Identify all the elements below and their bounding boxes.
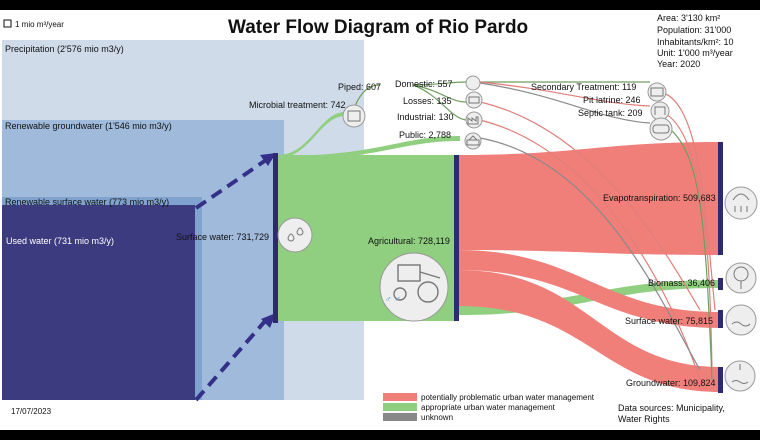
- river-icon: [725, 304, 757, 336]
- faucet-icon: [465, 91, 483, 109]
- flow-to-public: [278, 136, 460, 160]
- flow-diagram-svg: ♂ ♂: [2, 13, 758, 424]
- flow-to-microbial: [278, 112, 345, 158]
- label-precipitation: Precipitation (2'576 mio m3/y): [5, 44, 124, 54]
- legend-problematic: potentially problematic urban water mana…: [421, 393, 595, 402]
- legend-unknown: unknown: [421, 413, 453, 422]
- info-area: Area: 3'130 km²: [657, 13, 720, 23]
- legend-swatch-appropriate: [383, 403, 417, 411]
- label-secondary: Secondary Treatment: 119: [531, 82, 636, 92]
- node-bar-surface-out: [718, 310, 723, 328]
- arrow-head-bottom: [261, 313, 276, 328]
- node-bar-surface-water: [273, 153, 278, 323]
- label-public: Public: 2,788: [399, 130, 451, 140]
- scale-box: [3, 19, 12, 28]
- data-sources-line2: Water Rights: [618, 414, 670, 424]
- label-surface: Renewable surface water (773 mio m3/y): [5, 197, 169, 207]
- flow-diagram: ♂ ♂: [0, 10, 760, 430]
- info-inhabitants: Inhabitants/km²: 10: [657, 37, 734, 47]
- label-industrial: Industrial: 130: [397, 112, 454, 122]
- label-surface-out: Surface water: 75,815: [625, 316, 713, 326]
- tree-icon: [725, 262, 757, 294]
- svg-text:♂ ♂: ♂ ♂: [385, 294, 401, 304]
- scale-label: 1 mio m³/year: [15, 20, 64, 29]
- label-piped: Piped: 607: [338, 82, 381, 92]
- label-surface-water: Surface water: 731,729: [176, 232, 269, 242]
- info-population: Population: 31'000: [657, 25, 731, 35]
- data-sources-line1: Data sources: Municipality,: [618, 403, 725, 413]
- label-used: Used water (731 mio m3/y): [6, 236, 114, 246]
- info-unit: Unit: 1'000 m³/year: [657, 48, 733, 58]
- tractor-icon: ♂ ♂: [379, 252, 449, 322]
- node-bar-groundwater-out: [718, 367, 723, 393]
- flow-to-evapotranspiration: [458, 142, 720, 255]
- flow-to-surface-water: [458, 250, 720, 328]
- pit-latrine-icon: [650, 101, 670, 121]
- label-groundwater-out: Groundwater: 109,824: [626, 378, 716, 388]
- dashed-arrows: [194, 158, 268, 402]
- node-bar-evapotranspiration: [718, 142, 723, 255]
- label-septic: Septic tank: 209: [578, 108, 643, 118]
- groundwater-icon: [724, 360, 756, 392]
- used-water-box: [2, 205, 195, 400]
- arrow-head-top: [260, 153, 276, 166]
- legend-swatch-unknown: [383, 413, 417, 421]
- thin-flow-lines: [354, 81, 716, 381]
- evaporation-icon: [724, 186, 758, 220]
- label-domestic: Domestic: 557: [395, 79, 453, 89]
- factory-icon: [465, 111, 483, 129]
- septic-tank-icon: [649, 117, 673, 141]
- legend-swatch-problematic: [383, 393, 417, 401]
- sink-icon: [342, 104, 366, 128]
- label-biomass: Biomass: 36,406: [648, 278, 715, 288]
- node-bar-agricultural: [454, 155, 459, 321]
- label-groundwater: Renewable groundwater (1'546 mio m3/y): [5, 121, 172, 131]
- treatment-plant-icon: [647, 82, 667, 102]
- flow-to-groundwater: [458, 270, 720, 392]
- info-year: Year: 2020: [657, 59, 700, 69]
- page-title: Water Flow Diagram of Rio Pardo: [228, 17, 528, 38]
- water-drops-icon: [277, 217, 313, 253]
- label-agricultural: Agricultural: 728,119: [368, 236, 450, 246]
- label-losses: Losses: 135: [403, 96, 452, 106]
- date-label: 17/07/2023: [11, 407, 52, 416]
- label-microbial: Microbial treatment: 742: [249, 100, 346, 110]
- toilet-icon: [465, 75, 481, 91]
- label-pit-latrine: Pit latrine: 246: [583, 95, 641, 105]
- node-bar-biomass: [718, 278, 723, 290]
- label-evapotranspiration: Evapotranspiration: 509,683: [603, 193, 716, 203]
- public-icon: [464, 132, 482, 150]
- legend-appropriate: appropriate urban water management: [421, 403, 556, 412]
